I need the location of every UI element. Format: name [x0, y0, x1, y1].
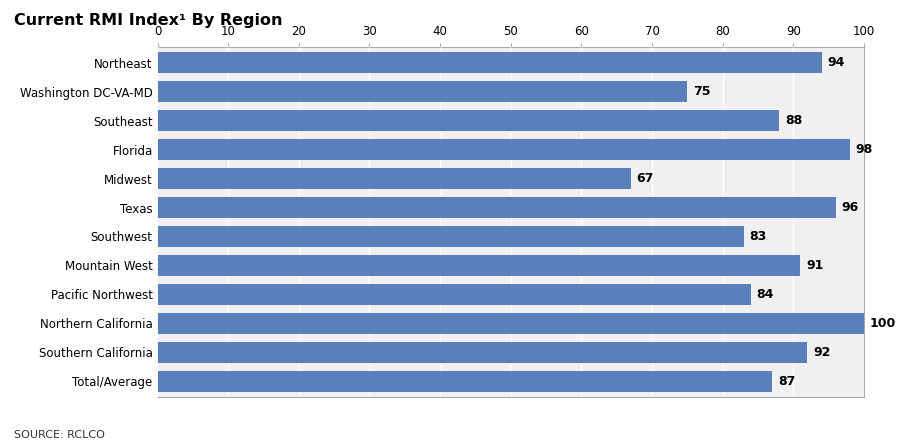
Bar: [158, 284, 751, 305]
Text: Current RMI Index¹ By Region: Current RMI Index¹ By Region: [14, 13, 282, 28]
Text: 94: 94: [827, 56, 844, 69]
Bar: [158, 168, 631, 189]
Text: 84: 84: [757, 288, 774, 301]
Bar: [158, 81, 688, 102]
Bar: [158, 226, 744, 247]
Text: 96: 96: [842, 201, 859, 214]
Text: 87: 87: [778, 375, 796, 388]
Bar: [158, 342, 807, 363]
Text: 100: 100: [869, 317, 896, 330]
Text: 98: 98: [856, 143, 873, 156]
Text: 75: 75: [693, 85, 710, 98]
Text: 92: 92: [813, 346, 831, 359]
Bar: [158, 371, 772, 392]
Text: 88: 88: [785, 114, 802, 127]
Text: SOURCE: RCLCO: SOURCE: RCLCO: [14, 429, 104, 440]
Bar: [158, 197, 836, 218]
Bar: [158, 139, 850, 160]
Bar: [158, 255, 800, 276]
Bar: [158, 313, 864, 334]
Bar: [158, 110, 779, 131]
Text: 67: 67: [636, 172, 654, 185]
Text: 83: 83: [750, 230, 767, 243]
Text: 91: 91: [806, 259, 824, 272]
Bar: [158, 52, 822, 73]
